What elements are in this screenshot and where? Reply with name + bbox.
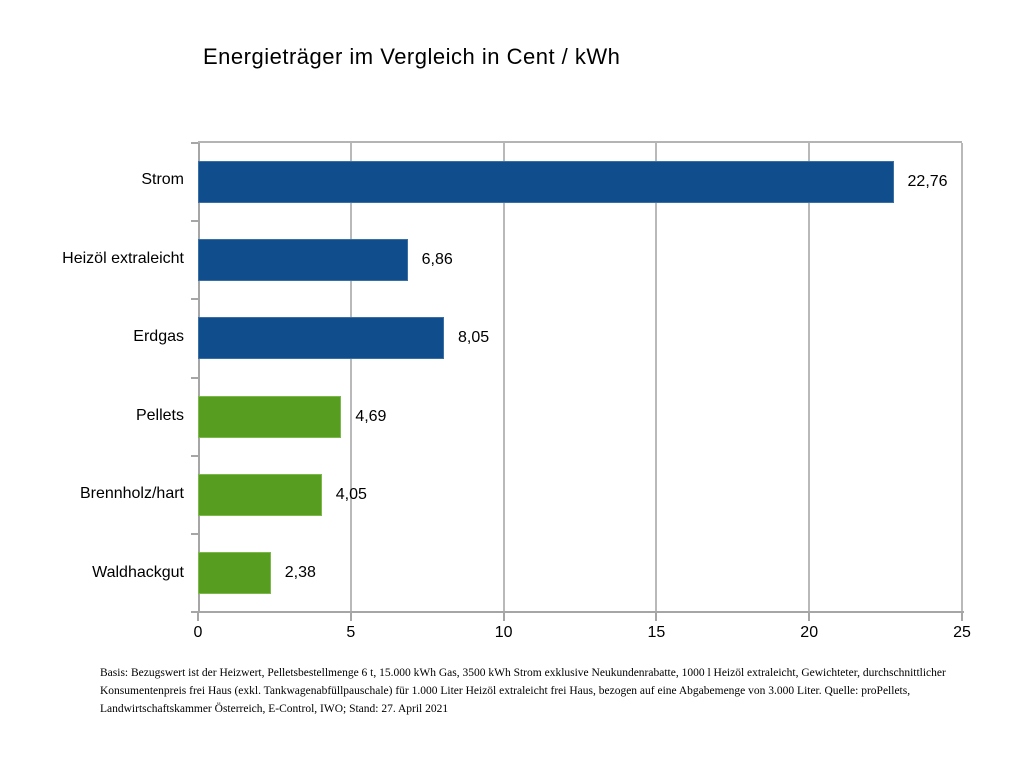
value-label: 4,05 — [335, 485, 367, 503]
category-label: Waldhackgut — [92, 563, 184, 581]
bar-row: 4,69 — [198, 378, 962, 456]
category-axis-tick — [191, 298, 198, 301]
value-label: 4,69 — [355, 407, 387, 425]
plot-area: 22,76 6,86 8,05 4,69 4,05 2,38 — [191, 141, 963, 613]
x-axis-tick — [502, 613, 505, 621]
category-labels: Strom Heizöl extraleicht Erdgas Pellets Bren… — [0, 141, 184, 612]
x-axis-tick-label: 15 — [647, 624, 666, 641]
x-axis-tick-label: 0 — [193, 624, 203, 641]
gridline — [808, 143, 811, 612]
category-label: Brennholz/hart — [79, 485, 184, 503]
bar — [198, 395, 342, 438]
x-axis-tick — [808, 613, 811, 621]
gridline — [502, 143, 505, 612]
x-axis-tick-label: 25 — [953, 624, 971, 641]
x-axis-line — [198, 611, 964, 613]
value-label: 2,38 — [284, 563, 316, 581]
gridline — [961, 143, 963, 612]
bar — [198, 239, 408, 282]
bar-rows: 22,76 6,86 8,05 4,69 4,05 2,38 — [198, 143, 962, 612]
x-axis-tick-label: 10 — [494, 624, 513, 641]
value-label: 22,76 — [907, 173, 948, 191]
value-label: 8,05 — [458, 329, 490, 347]
gridline — [349, 143, 352, 612]
bar-row: 4,05 — [198, 456, 962, 534]
bar-row: 6,86 — [198, 221, 962, 299]
footnote-line: Konsumentenpreis frei Haus (exkl. Tankwa… — [100, 685, 911, 697]
bar — [198, 317, 444, 360]
bar — [198, 473, 322, 516]
category-label: Erdgas — [133, 328, 184, 346]
category-label: Strom — [141, 171, 184, 189]
x-axis-tick-label: 20 — [800, 624, 819, 641]
x-axis-tick — [655, 613, 658, 621]
footnote: Basis: Bezugswert ist der Heizwert, Pell… — [100, 664, 970, 718]
gridline — [655, 143, 658, 612]
footnote-line: Basis: Bezugswert ist der Heizwert, Pell… — [100, 667, 946, 679]
category-axis-tick — [191, 611, 198, 613]
category-label: Pellets — [135, 406, 184, 424]
x-axis-tick — [197, 613, 199, 621]
x-axis-labels: 0 5 10 15 20 25 — [194, 624, 971, 644]
x-axis-tick — [349, 613, 352, 621]
x-axis-ticks — [197, 613, 963, 621]
chart-title: Energieträger im Vergleich in Cent / kWh — [203, 44, 621, 69]
category-axis-tick — [191, 454, 198, 457]
x-axis-tick-label: 5 — [346, 624, 356, 641]
bar-row: 8,05 — [198, 299, 962, 377]
footnote-line: Landwirtschaftskammer Österreich, E-Cont… — [100, 703, 449, 715]
bar — [198, 551, 271, 594]
bar-row: 22,76 — [198, 143, 962, 221]
category-axis-tick — [191, 532, 198, 535]
x-axis-tick — [961, 613, 963, 621]
category-axis-tick — [191, 142, 198, 144]
bar — [198, 161, 894, 204]
category-label: Heizöl extraleicht — [62, 249, 184, 267]
y-axis-line — [198, 143, 200, 612]
category-axis-tick — [191, 220, 198, 223]
bar-row: 2,38 — [198, 534, 962, 612]
category-axis-tick — [191, 376, 198, 379]
value-label: 6,86 — [421, 251, 453, 269]
